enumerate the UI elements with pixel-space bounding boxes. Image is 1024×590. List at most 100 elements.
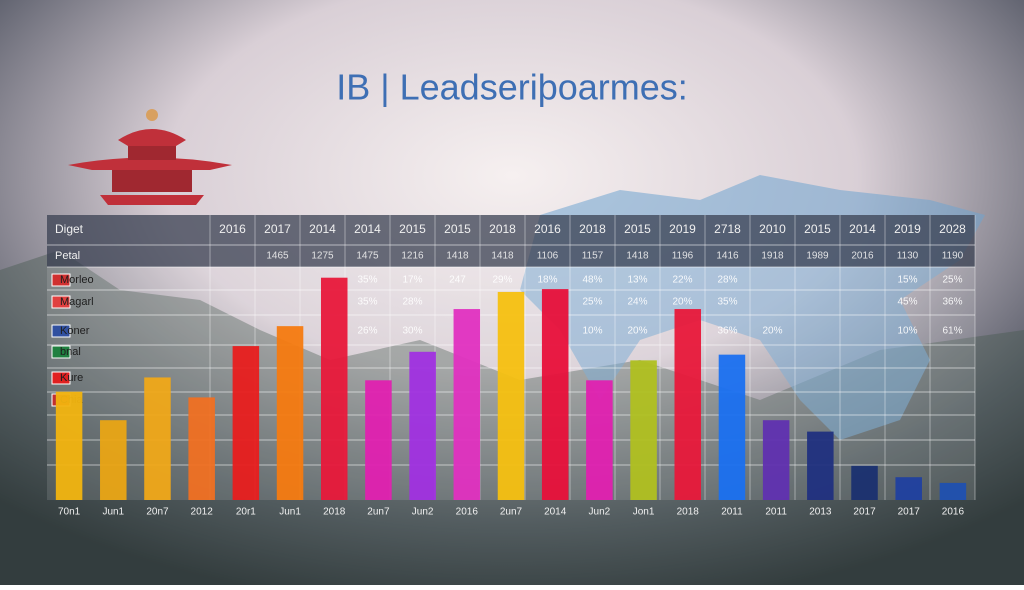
bar	[55, 391, 83, 500]
table-header-cell: 2015	[444, 222, 471, 236]
bar	[586, 380, 613, 500]
x-tick-label: 2016	[942, 507, 965, 518]
table-cell: 1418	[626, 251, 649, 262]
table-cell: 35%	[357, 275, 377, 286]
table-header-cell: 2015	[624, 222, 651, 236]
table-cell: 24%	[627, 297, 647, 308]
table-cell: 17%	[402, 275, 422, 286]
table-header-cell: 2019	[669, 222, 696, 236]
bar	[895, 477, 922, 500]
table-cell: 15%	[897, 275, 917, 286]
table-cell: 36%	[717, 326, 737, 337]
table-cell: 1106	[537, 251, 559, 262]
table-header-cell: 2010	[759, 222, 786, 236]
table-cell: 1190	[942, 251, 964, 262]
table-header-cell: 2018	[579, 222, 606, 236]
bar	[453, 309, 481, 500]
x-tick-label: 2018	[677, 507, 700, 518]
table-cell: 1418	[491, 251, 514, 262]
bar	[541, 289, 569, 500]
bar	[365, 380, 392, 500]
x-tick-label: 70n1	[58, 507, 81, 518]
table-cell: 35%	[717, 297, 737, 308]
table-cell: 2016	[851, 251, 874, 262]
table-cell: 20%	[672, 297, 692, 308]
bar	[188, 397, 215, 500]
table-row-label: Kure	[60, 372, 83, 384]
x-tick-label: 2017	[853, 507, 876, 518]
table-header-bg	[47, 215, 975, 267]
x-tick-label: 2un7	[367, 507, 390, 518]
table-header-cell: 2015	[399, 222, 426, 236]
bar	[144, 377, 171, 500]
table-row-label: Petal	[55, 250, 80, 262]
table-cell: 1989	[806, 251, 829, 262]
x-tick-label: Jun1	[102, 507, 124, 518]
table-cell: 25%	[942, 275, 962, 286]
table-cell: 1475	[356, 251, 379, 262]
table-cell: 10%	[897, 326, 917, 337]
table-cell: 26%	[357, 326, 377, 337]
table-header-cell: 2028	[939, 222, 966, 236]
table-cell: 29%	[492, 275, 512, 286]
table-cell: 247	[449, 275, 466, 286]
bar	[630, 360, 657, 500]
x-tick-label: 2016	[456, 507, 479, 518]
x-tick-label: Jon1	[633, 507, 655, 518]
table-cell: 36%	[942, 297, 962, 308]
bar	[100, 420, 127, 500]
bar	[232, 346, 260, 500]
x-tick-label: 2013	[809, 507, 832, 518]
flag-icon	[51, 273, 71, 287]
table-cell: 1216	[401, 251, 424, 262]
table-row-label: Koner	[60, 325, 90, 337]
x-tick-label: 2011	[765, 507, 787, 518]
flag-icon	[51, 371, 71, 385]
table-header-cell: 2017	[264, 222, 291, 236]
bar	[497, 291, 525, 500]
table-cell: 35%	[357, 297, 377, 308]
table-cell: 45%	[897, 297, 917, 308]
table-header-cell: 2018	[489, 222, 516, 236]
table-header-cell: 2015	[804, 222, 831, 236]
table-header-cell: 2718	[714, 222, 741, 236]
table-row-label: bnal	[60, 346, 81, 358]
bar	[762, 420, 790, 500]
x-tick-label: 2014	[544, 507, 567, 518]
table-cell: 1130	[897, 251, 919, 262]
table-header-cell: 2016	[534, 222, 561, 236]
table-cell: 1275	[311, 251, 334, 262]
table-cell: 61%	[942, 326, 962, 337]
x-tick-label: 2un7	[500, 507, 523, 518]
bar	[320, 277, 348, 500]
x-tick-label: 20r1	[236, 507, 256, 518]
chart-title: IB | Leadseriþoarmes:	[336, 67, 688, 108]
table-cell: 1465	[266, 251, 289, 262]
table-cell: 1918	[761, 251, 784, 262]
x-tick-label: 20n7	[146, 507, 169, 518]
table-cell: 25%	[582, 297, 602, 308]
bar	[939, 482, 967, 500]
bar	[851, 465, 878, 500]
table-cell: 10%	[582, 326, 602, 337]
table-cell: 13%	[627, 275, 647, 286]
bar	[409, 351, 436, 500]
bar	[674, 309, 702, 500]
x-tick-label: 2017	[898, 507, 921, 518]
x-tick-label: 2018	[323, 507, 346, 518]
x-tick-label: 2011	[721, 507, 743, 518]
table-header-cell: 2019	[894, 222, 921, 236]
table-header-cell: 2014	[309, 222, 336, 236]
x-tick-label: Jun2	[589, 507, 611, 518]
table-header-cell: 2014	[849, 222, 876, 236]
table-row-label: Magarl	[60, 296, 94, 308]
table-cell: 1157	[582, 251, 604, 262]
table-cell: 20%	[762, 326, 782, 337]
table-cell: 30%	[402, 326, 422, 337]
bar	[718, 354, 746, 500]
table-cell: 22%	[672, 275, 692, 286]
table-cell: 18%	[537, 275, 557, 286]
table-row-label: Morleo	[60, 274, 94, 286]
x-tick-label: Jun1	[279, 507, 301, 518]
